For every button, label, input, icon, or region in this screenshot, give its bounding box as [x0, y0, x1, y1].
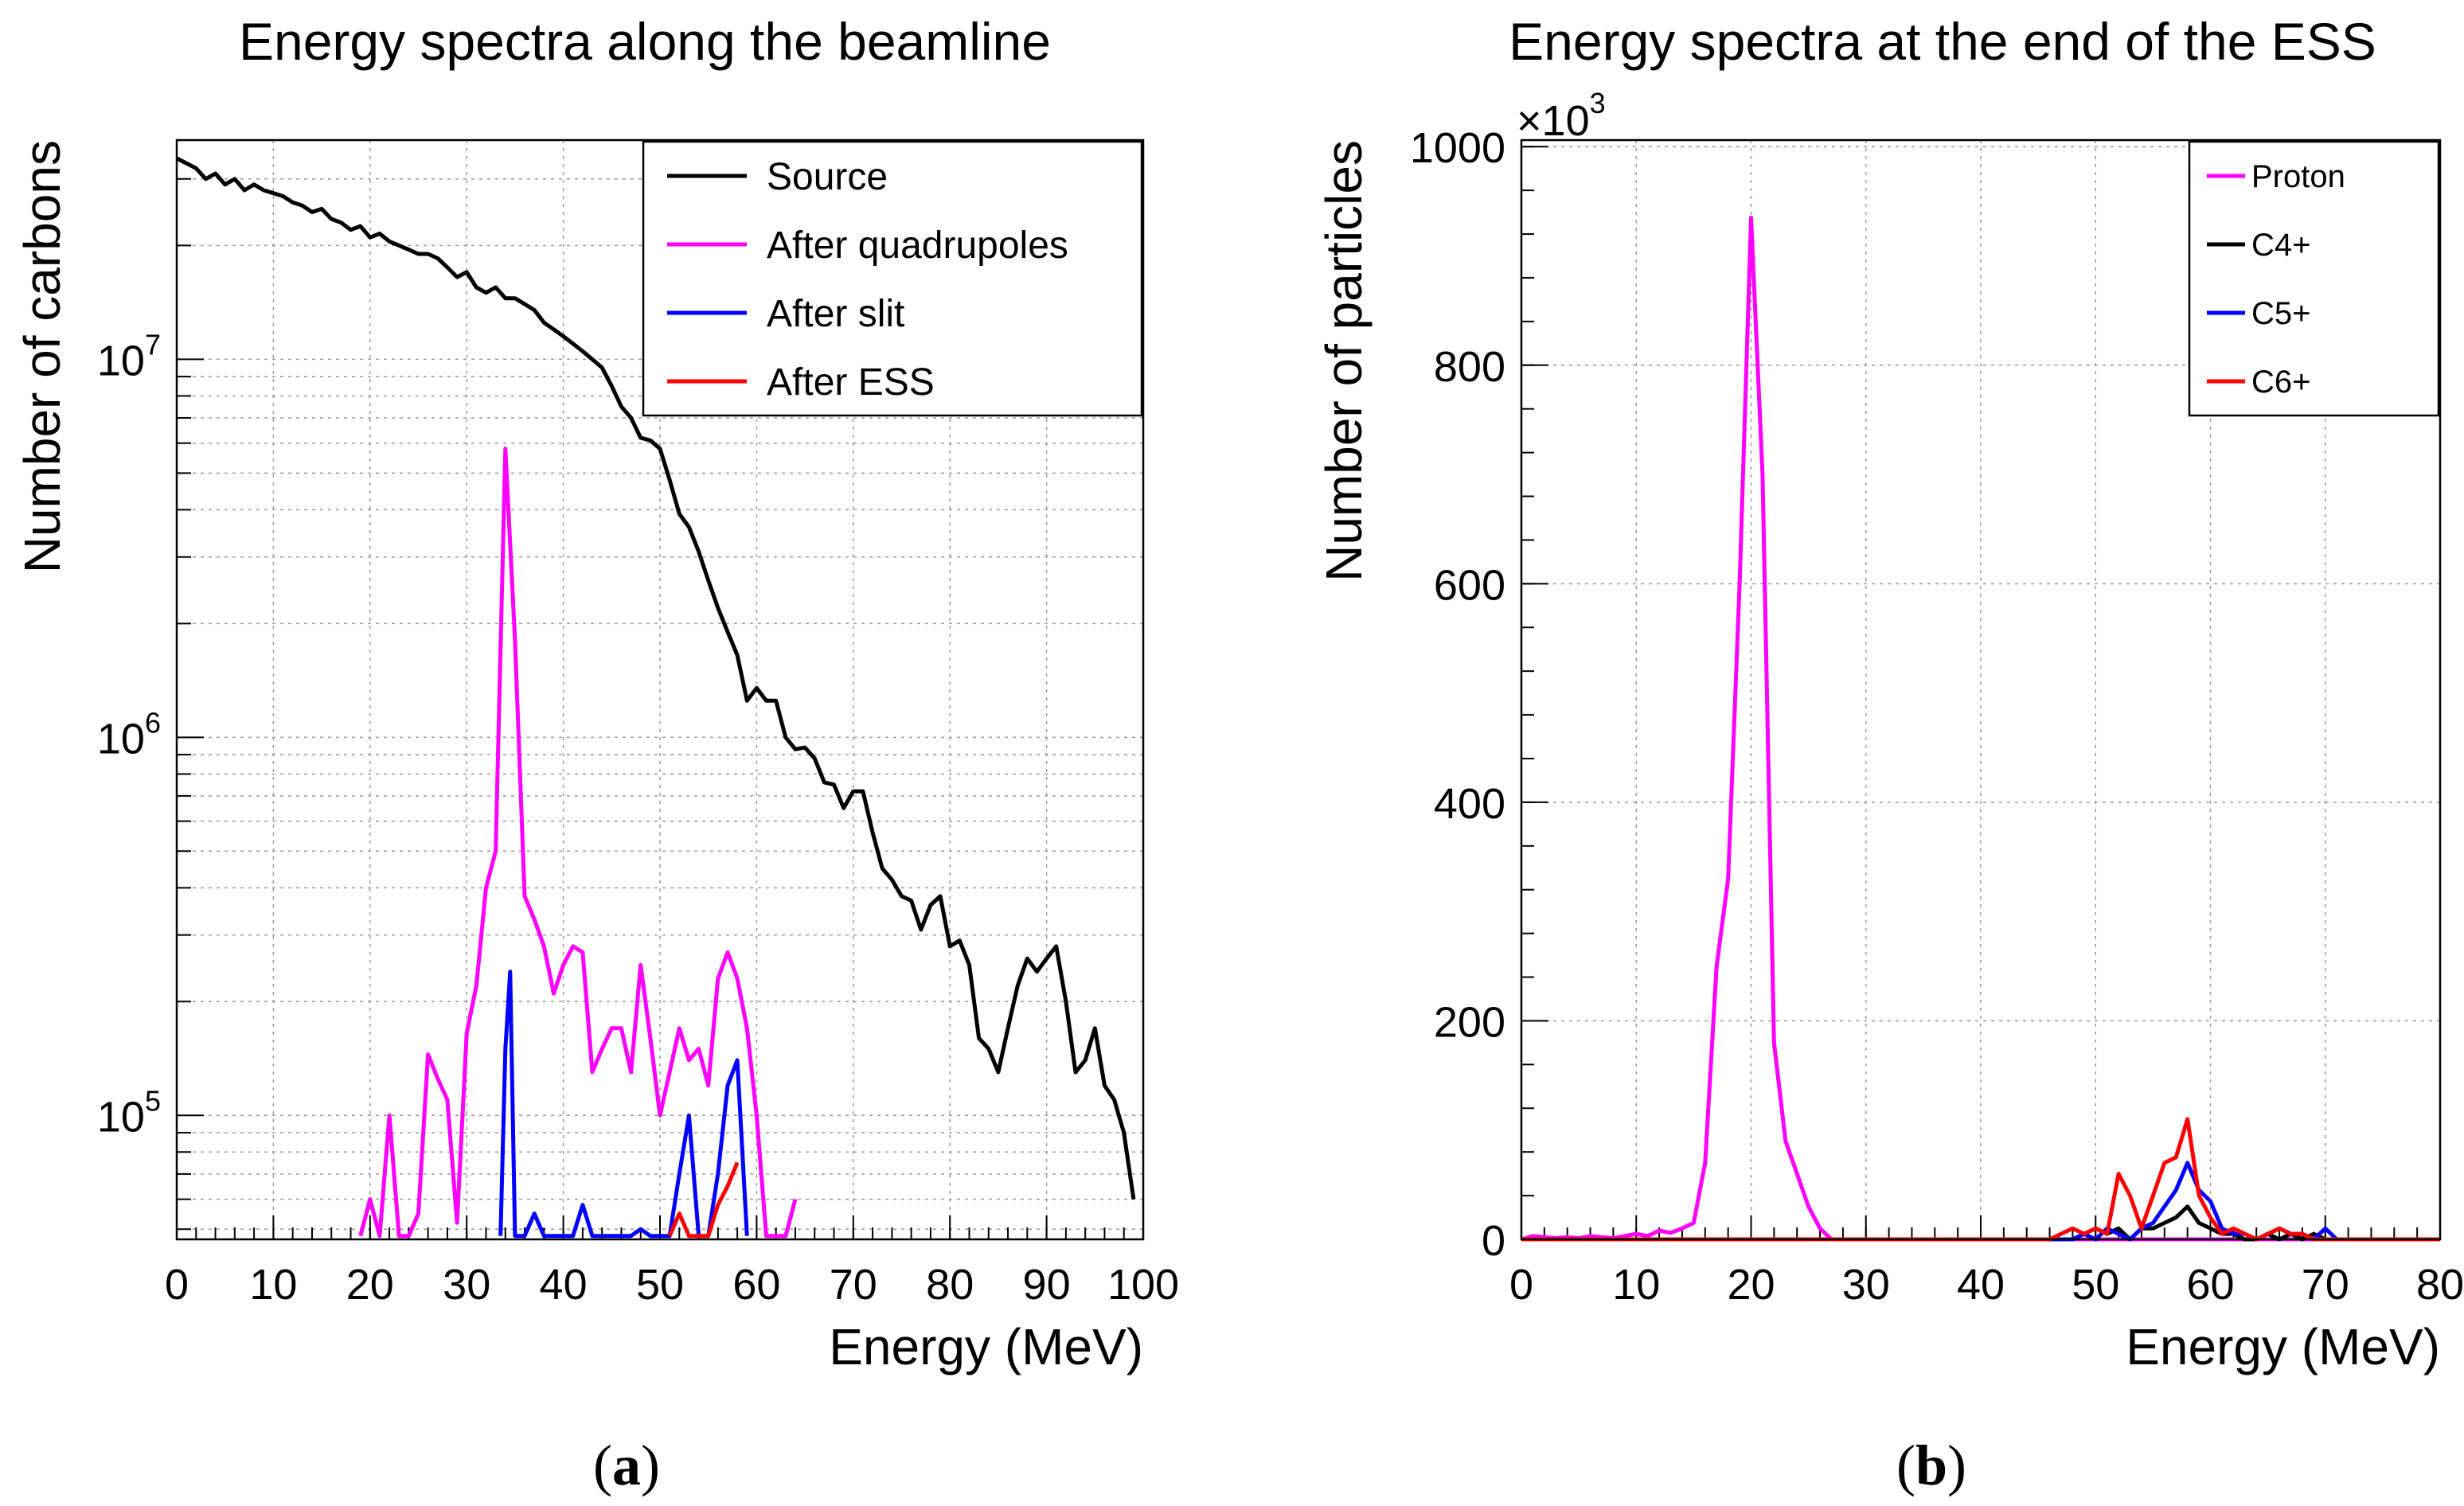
- chart-panel-a: Energy spectra along the beamline 0 10 20 3…: [14, 12, 1179, 1375]
- chart-b-legend-box: [2188, 140, 2440, 417]
- x-tick-label: 70: [2302, 1261, 2349, 1309]
- chart-a-series: [175, 156, 1136, 1239]
- y-tick-exp: 6: [145, 706, 161, 739]
- series-line-after-slit: [498, 970, 749, 1239]
- legend-entry: After ESS: [767, 361, 935, 404]
- series-line-after-quadrupoles: [358, 447, 798, 1239]
- chart-b-ylabel: Number of particles: [1315, 140, 1373, 582]
- chart-b-y-multiplier-base: ×10: [1517, 97, 1590, 145]
- x-tick-label: 90: [1023, 1261, 1071, 1309]
- series-line-after-ess: [667, 1161, 740, 1239]
- chart-a-legend: Source After quadrupoles After slit After E…: [642, 140, 1143, 417]
- x-tick-label: 40: [1957, 1261, 2005, 1309]
- chart-a-xlabel: Energy (MeV): [829, 1318, 1143, 1375]
- x-tick-label: 10: [1612, 1261, 1660, 1309]
- legend-entry: C5+: [2251, 296, 2311, 331]
- y-tick-base: 10: [97, 715, 145, 763]
- legend-entry: Source: [767, 156, 888, 198]
- series-line-c6-: [1521, 1117, 2440, 1242]
- x-tick-label: 100: [1107, 1261, 1179, 1309]
- y-tick-exp: 7: [145, 328, 161, 361]
- chart-a-title: Energy spectra along the beamline: [239, 12, 1051, 71]
- x-tick-label: 50: [2072, 1261, 2119, 1309]
- x-tick-label: 40: [540, 1261, 588, 1309]
- y-tick-label: 200: [1434, 998, 1505, 1046]
- y-tick-base: 10: [97, 337, 145, 384]
- x-tick-label: 60: [732, 1261, 780, 1309]
- chart-b-y-multiplier-exp: 3: [1590, 87, 1606, 119]
- y-tick-label: 0: [1482, 1217, 1505, 1265]
- x-tick-label: 80: [926, 1261, 974, 1309]
- x-tick-label: 30: [1842, 1261, 1890, 1309]
- y-tick-base: 10: [97, 1093, 145, 1141]
- x-tick-label: 20: [1727, 1261, 1775, 1309]
- chart-a-ylabel: Number of carbons: [14, 140, 71, 573]
- chart-a-frame: [175, 139, 1145, 1241]
- caption-b-letter: b: [1915, 1434, 1947, 1497]
- x-tick-label: 60: [2186, 1261, 2234, 1309]
- y-tick-label: 400: [1434, 780, 1505, 828]
- chart-b-y-multiplier: ×103: [1517, 87, 1606, 145]
- x-tick-label: 50: [636, 1261, 684, 1309]
- y-tick-label: 1000: [1410, 124, 1505, 172]
- x-tick-label: 0: [1509, 1261, 1533, 1309]
- chart-a-legend-box: [642, 140, 1143, 417]
- chart-b-legend: Proton C4+ C5+ C6+: [2188, 140, 2440, 417]
- series-line-source: [175, 156, 1136, 1200]
- caption-a-letter: a: [612, 1434, 641, 1497]
- legend-entry: Proton: [2251, 159, 2345, 194]
- y-tick-label: 800: [1434, 343, 1505, 391]
- x-tick-label: 10: [249, 1261, 297, 1309]
- y-tick-label: 105: [97, 1084, 161, 1141]
- legend-entry: C6+: [2251, 365, 2311, 400]
- x-tick-label: 20: [346, 1261, 394, 1309]
- chart-b-frame: [1520, 139, 2442, 1241]
- y-tick-label: 107: [97, 328, 161, 384]
- chart-b-xlabel: Energy (MeV): [2126, 1318, 2440, 1375]
- x-tick-label: 80: [2416, 1261, 2464, 1309]
- x-tick-label: 30: [443, 1261, 490, 1309]
- x-tick-label: 0: [165, 1261, 189, 1309]
- legend-entry: After quadrupoles: [767, 224, 1068, 267]
- legend-entry: C4+: [2251, 228, 2311, 263]
- caption-a: (a): [593, 1434, 660, 1497]
- y-tick-exp: 5: [145, 1084, 161, 1117]
- legend-entry: After slit: [767, 293, 904, 335]
- y-tick-label: 600: [1434, 561, 1505, 609]
- x-tick-label: 70: [830, 1261, 877, 1309]
- chart-panel-b: Energy spectra at the end of the ESS ×10…: [1315, 12, 2464, 1375]
- caption-b: (b): [1896, 1434, 1966, 1497]
- chart-b-title: Energy spectra at the end of the ESS: [1509, 12, 2376, 71]
- y-tick-label: 106: [97, 706, 161, 763]
